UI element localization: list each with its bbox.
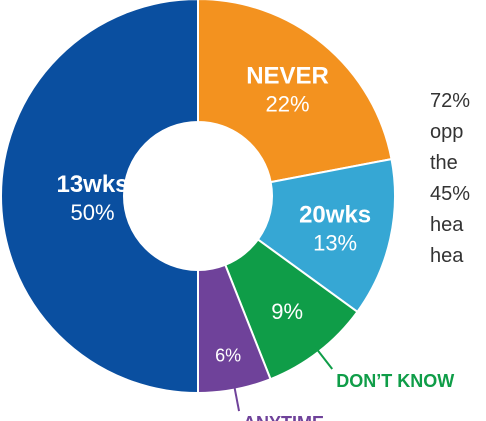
side-text-line: hea — [430, 214, 464, 236]
slice-never — [197, 0, 393, 184]
callout-line-anytime — [232, 383, 241, 412]
side-text-line: opp — [430, 121, 464, 143]
slice-20wks — [256, 157, 396, 314]
slice-value-20wks: 13% — [313, 231, 357, 256]
side-text-line: 45% — [430, 183, 471, 205]
slice-value-never: 22% — [266, 92, 310, 117]
slice-label-13wks: 13wks — [56, 171, 128, 198]
callout-label-anytime: ANYTIME — [243, 413, 324, 421]
slice-value-segment-3: 9% — [271, 299, 303, 324]
slice-value-13wks: 50% — [70, 200, 114, 225]
side-text-line: hea — [430, 245, 464, 267]
callout-label-don-t-know: DON’T KNOW — [336, 371, 454, 391]
slice-13wks — [0, 0, 199, 395]
side-text-line: 72% — [430, 90, 471, 112]
side-text-line: the — [430, 152, 458, 174]
callout-line-don-t-know — [314, 346, 334, 370]
slice-value-segment-4: 6% — [215, 346, 241, 366]
slice-label-never: NEVER — [246, 63, 329, 90]
slice-label-20wks: 20wks — [299, 202, 371, 229]
truncated-side-text: 72% opp the 45% hea hea — [430, 86, 486, 272]
